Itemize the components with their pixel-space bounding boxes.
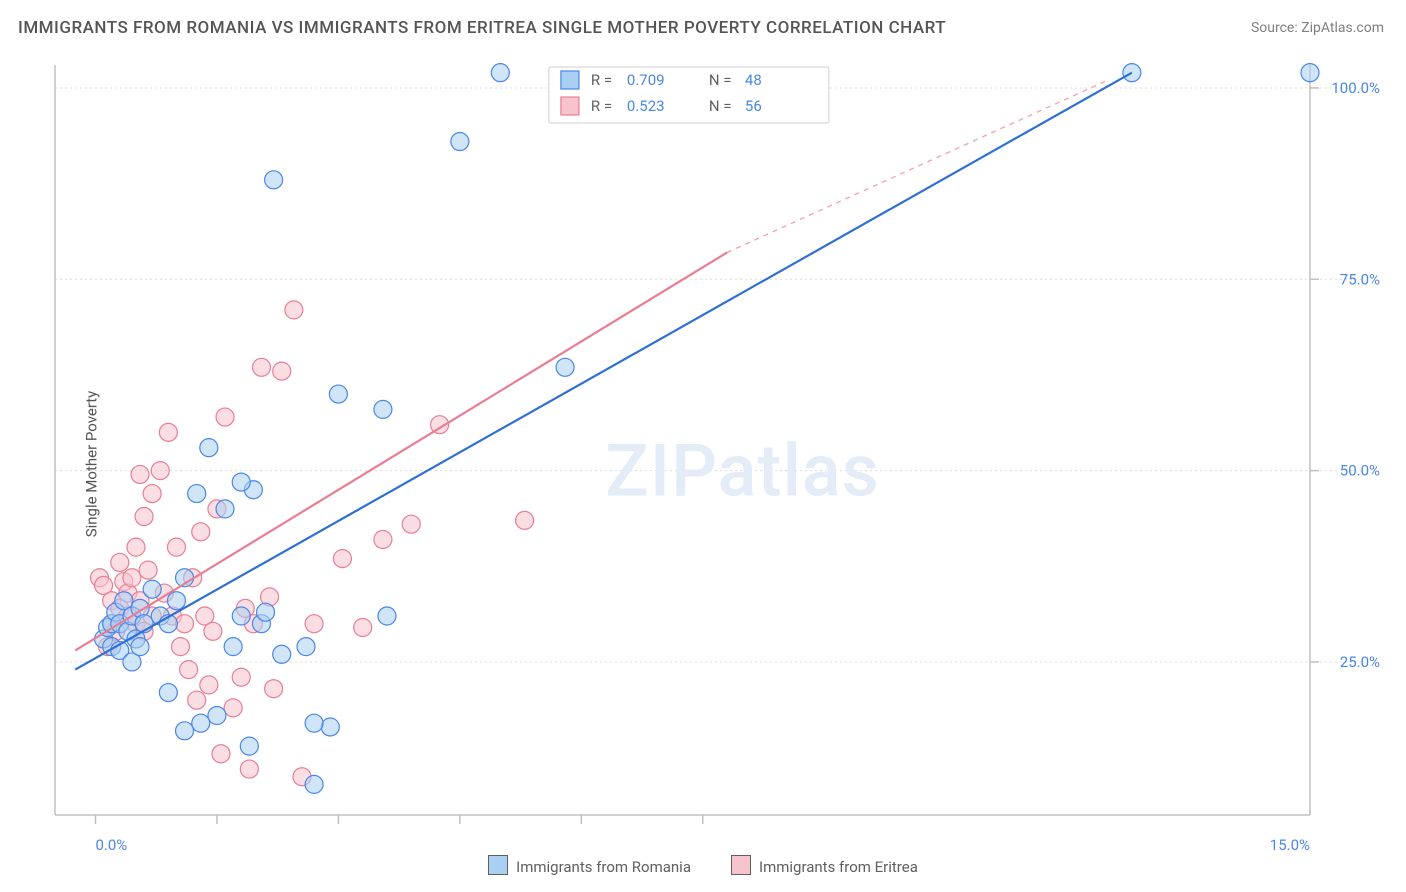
data-point [257,603,275,621]
data-point [200,439,218,457]
data-point [232,668,250,686]
data-point [240,760,258,778]
data-point [224,699,242,717]
legend-n-value: 56 [745,97,762,115]
data-point [172,638,190,656]
data-point [374,400,392,418]
data-point [378,607,396,625]
data-point [273,362,291,380]
legend-label: Immigrants from Eritrea [759,858,918,876]
data-point [192,714,210,732]
data-point [1301,64,1319,82]
data-point [374,530,392,548]
data-point [139,561,157,579]
data-point [451,133,469,151]
data-point [204,622,222,640]
bottom-legend: Immigrants from Romania Immigrants from E… [10,855,1396,876]
data-point [216,500,234,518]
data-point [354,619,372,637]
legend-swatch [561,97,579,115]
x-tick-label: 15.0% [1270,836,1310,854]
legend-label: Immigrants from Romania [516,858,691,876]
data-point [305,714,323,732]
y-axis-label: Single Mother Poverty [82,390,100,537]
data-point [491,64,509,82]
y-tick-label: 75.0% [1340,270,1380,288]
legend-n-value: 48 [745,71,762,89]
watermark: ZIPatlas [605,429,879,514]
data-point [135,508,153,526]
data-point [123,569,141,587]
legend-n-label: N = [709,97,732,115]
data-point [131,465,149,483]
data-point [151,462,169,480]
legend-swatch [561,71,579,89]
legend-item: Immigrants from Romania [488,855,691,876]
legend-r-value: 0.709 [627,71,665,89]
y-tick-label: 25.0% [1340,653,1380,671]
data-point [265,171,283,189]
data-point [167,592,185,610]
data-point [176,722,194,740]
legend-r-value: 0.523 [627,97,665,115]
data-point [333,550,351,568]
data-point [265,680,283,698]
data-point [305,775,323,793]
data-point [188,691,206,709]
chart-container: Single Mother Poverty ZIPatlas 25.0% 50.0%… [10,45,1396,882]
data-point [159,684,177,702]
data-point [216,408,234,426]
plot-area: ZIPatlas 25.0% 50.0% 75.0% 100.0% 0.0% 15.0% R … [55,64,1380,854]
legend-n-label: N = [709,71,732,89]
data-point [240,737,258,755]
trend-line-blue [75,73,1132,670]
y-tick-label: 50.0% [1340,462,1380,480]
data-point [232,473,250,491]
data-point [321,718,339,736]
data-point [143,485,161,503]
data-point [273,645,291,663]
data-point [516,511,534,529]
legend-item: Immigrants from Eritrea [731,855,918,876]
legend-swatch [731,855,751,875]
legend-swatch [488,855,508,875]
data-point [212,745,230,763]
data-point [192,523,210,541]
data-point [111,553,129,571]
data-point [232,607,250,625]
source-label: Source: ZipAtlas.com [1251,20,1384,36]
chart-svg: ZIPatlas 25.0% 50.0% 75.0% 100.0% 0.0% 15.0% R … [10,45,1396,882]
data-point [305,615,323,633]
data-point [176,615,194,633]
data-point [556,358,574,376]
data-point [297,638,315,656]
data-point [131,638,149,656]
x-tick-label: 0.0% [95,836,127,854]
data-point [188,485,206,503]
data-point [285,301,303,319]
data-point [180,661,198,679]
data-point [329,385,347,403]
data-point [127,538,145,556]
data-point [402,515,420,533]
legend-r-label: R = [591,71,612,89]
data-point [224,638,242,656]
data-point [159,423,177,441]
data-point [143,580,161,598]
data-point [167,538,185,556]
chart-title: IMMIGRANTS FROM ROMANIA VS IMMIGRANTS FR… [18,18,946,38]
y-tick-label: 100.0% [1331,79,1380,97]
data-point [208,707,226,725]
legend-r-label: R = [591,97,612,115]
data-point [252,358,270,376]
data-point [200,676,218,694]
